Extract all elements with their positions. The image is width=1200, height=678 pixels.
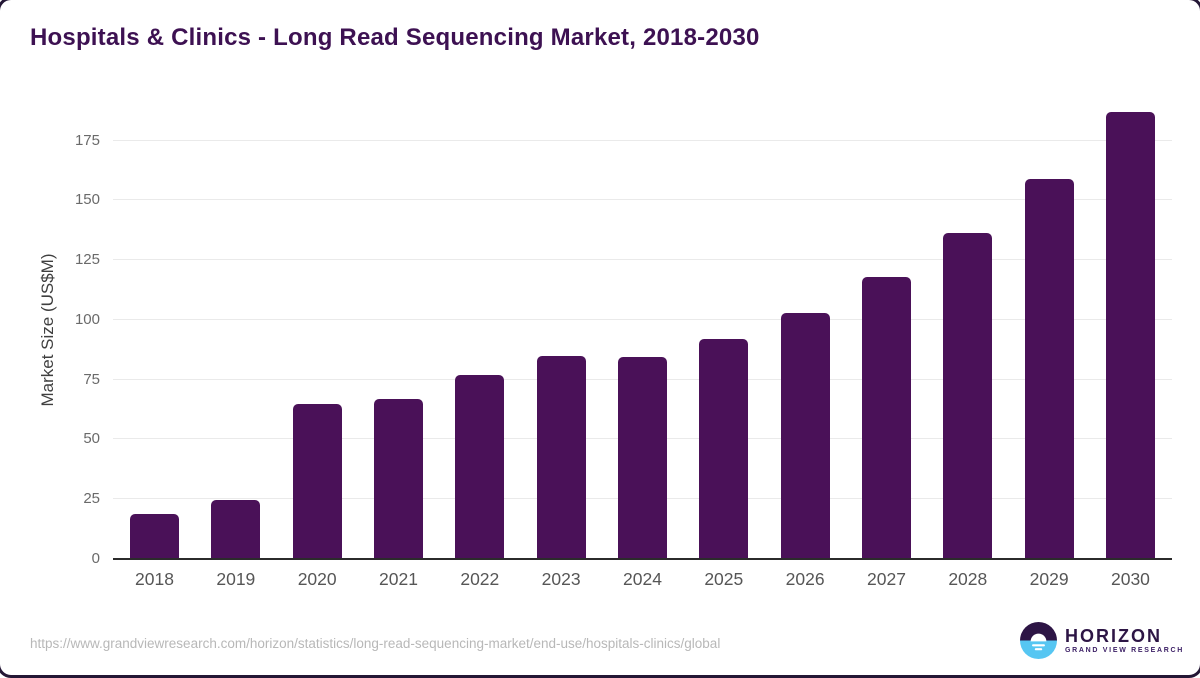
gridline-125	[113, 259, 1172, 261]
gridline-100	[113, 318, 1172, 320]
y-axis-title: Market Size (US$M)	[38, 253, 57, 407]
bar-2023	[536, 355, 586, 559]
logo-name: HORIZON	[1065, 625, 1162, 646]
logo-text: HORIZON GRAND VIEW RESEARCH	[1065, 625, 1185, 655]
horizon-sun-icon	[1020, 622, 1057, 659]
x-tick-label-2027: 2027	[867, 569, 906, 589]
bar-2027	[861, 276, 911, 559]
gridline-150	[113, 199, 1172, 201]
x-tick-label-2026: 2026	[785, 569, 825, 589]
x-tick-label-2028: 2028	[948, 569, 988, 589]
y-tick-label-0: 0	[91, 550, 100, 567]
x-tick-label-2022: 2022	[460, 569, 500, 589]
gridline-175	[113, 139, 1172, 141]
y-tick-label-25: 25	[83, 490, 100, 508]
bar-2025	[699, 339, 749, 559]
y-tick-label-175: 175	[74, 131, 100, 149]
x-tick-label-2018: 2018	[135, 569, 174, 589]
y-tick-label-100: 100	[74, 310, 100, 328]
bar-2022	[455, 374, 505, 559]
bar-2018	[130, 513, 179, 559]
page-title: Hospitals & Clinics - Long Read Sequenci…	[30, 24, 760, 51]
y-tick-label-75: 75	[83, 370, 100, 388]
logo-subtitle: GRAND VIEW RESEARCH	[1065, 646, 1185, 654]
bar-2028	[943, 232, 993, 559]
x-axis-line	[113, 558, 1172, 560]
bar-2020	[292, 403, 342, 559]
x-tick-label-2025: 2025	[704, 569, 744, 589]
x-tick-label-2021: 2021	[379, 569, 418, 589]
x-tick-label-2024: 2024	[623, 569, 662, 589]
x-tick-label-2030: 2030	[1110, 569, 1150, 589]
x-tick-label-2023: 2023	[541, 569, 581, 589]
bar-2019	[211, 499, 261, 559]
source-url: https://www.grandviewresearch.com/horizo…	[30, 636, 721, 651]
y-tick-label-50: 50	[83, 430, 100, 448]
bar-2021	[373, 398, 423, 559]
x-tick-label-2020: 2020	[297, 569, 337, 589]
x-tick-label-2019: 2019	[216, 569, 256, 589]
y-tick-label-125: 125	[74, 251, 100, 269]
bar-2029	[1024, 178, 1074, 559]
y-tick-label-150: 150	[74, 191, 100, 209]
x-tick-label-2029: 2029	[1029, 569, 1069, 589]
bar-2026	[780, 312, 830, 559]
horizon-logo: HORIZON GRAND VIEW RESEARCH	[1020, 622, 1184, 659]
plot-area: 0 25 50 75 100 125 150 175 2018 2019 2020 2021 2022…	[75, 100, 1172, 589]
bar-2030	[1105, 111, 1155, 559]
bar-2024	[617, 357, 667, 559]
